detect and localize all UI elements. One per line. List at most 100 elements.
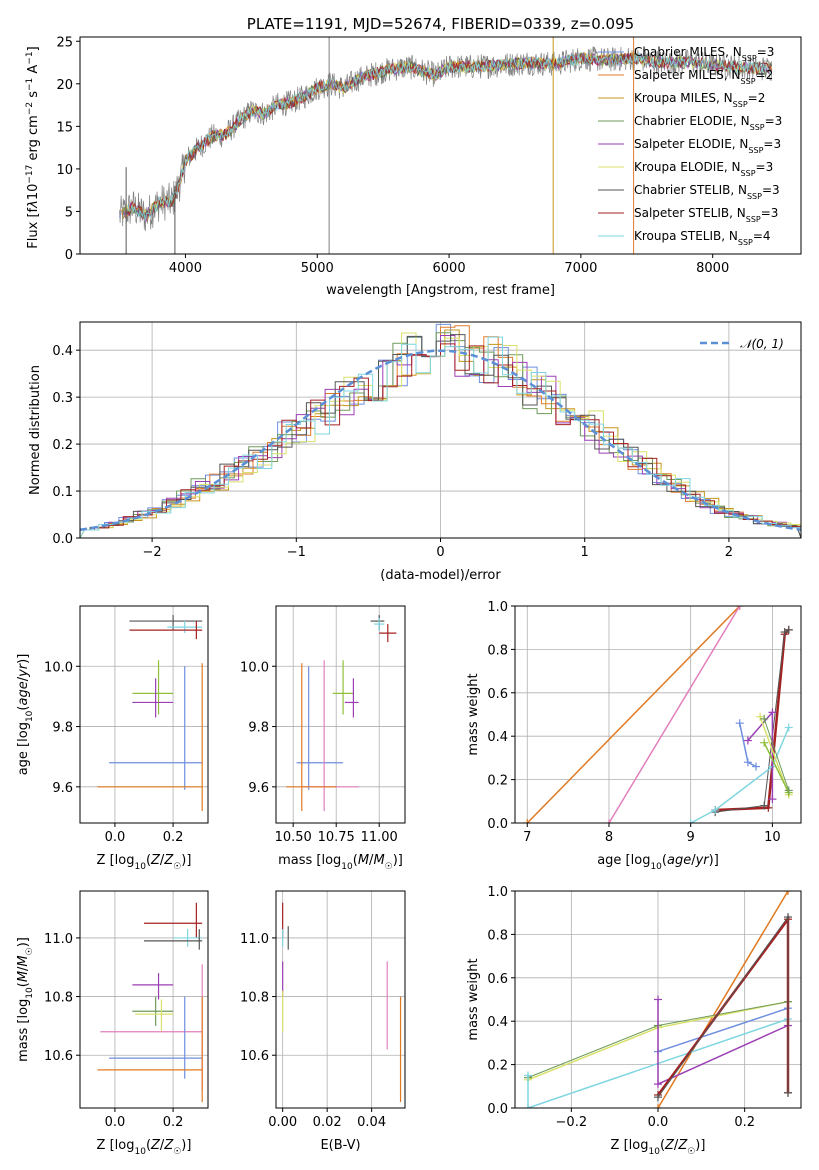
y-tick: 0.2	[52, 438, 80, 453]
weight-line	[763, 718, 790, 791]
error-bar-point	[135, 999, 174, 1032]
x-tick-label: 0.2	[734, 1115, 755, 1130]
residual-histogram-panel: −2 −1 0 1 2 0.0 0.1 0.2 0.3 0.4 (data-model)/error…	[28, 321, 802, 583]
plot-area	[524, 891, 792, 1108]
chart-title: PLATE=1191, MJD=52674, FIBERID=0339, z=0…	[247, 15, 634, 33]
age-vs-mass-panel: 10.50 10.75 11.00 9.6 9.8 10.0 mass [log10(M/M…	[240, 605, 406, 872]
plus-marker	[524, 1071, 532, 1080]
error-bar-point	[132, 996, 174, 1026]
histogram-kroupa-stelib	[80, 336, 801, 538]
error-bar-point	[301, 660, 359, 811]
x-tick: 6000	[433, 254, 466, 276]
y-tick-label: 0.2	[52, 438, 73, 453]
y-tick: 10.6	[240, 1049, 276, 1064]
x-tick-label: 0	[436, 545, 444, 560]
plus-marker	[764, 803, 773, 812]
x-tick: 0.2	[734, 1108, 755, 1130]
y-tick: 25	[56, 35, 80, 50]
y-axis-label: Flux [fλ10−17 erg cm−2 s−1 A−1]	[25, 46, 41, 248]
error-bar-point	[109, 996, 203, 1079]
y-tick-label: 15	[56, 120, 73, 135]
x-tick: 10.75	[318, 823, 355, 845]
y-tick-label: 9.8	[52, 721, 73, 736]
x-tick: 0.2	[163, 823, 183, 845]
y-tick: 0.6	[487, 972, 515, 987]
x-tick-label: 10	[764, 830, 781, 845]
y-tick-label: 0.4	[487, 730, 508, 745]
error-bar-point	[344, 678, 359, 718]
plus-marker	[756, 712, 765, 721]
y-tick: 0.0	[52, 532, 80, 547]
axes-frame	[275, 890, 406, 1109]
plus-marker	[735, 606, 744, 610]
x-tick-label: 6000	[433, 261, 466, 276]
y-tick: 11.0	[44, 932, 80, 947]
y-tick: 9.6	[248, 781, 276, 796]
plus-marker	[711, 805, 720, 814]
y-tick: 0.4	[52, 344, 80, 359]
x-tick: 0.0	[648, 1108, 668, 1130]
y-tick-label: 10.0	[240, 660, 269, 675]
y-axis-label: mass weight	[466, 958, 481, 1040]
x-axis-label: mass [log10(M/M☉)]	[278, 853, 403, 872]
x-axis-label: Z [log10(Z/Z☉)]	[611, 1138, 706, 1157]
x-axis-label: Z [log10(Z/Z☉)]	[97, 1138, 192, 1157]
y-tick: 0	[65, 248, 80, 263]
y-tick-label: 9.6	[52, 781, 73, 796]
model-spectrum-kroupa-stelib	[127, 51, 772, 221]
y-tick-label: 0	[65, 248, 73, 263]
y-tick-label: 0.2	[487, 774, 508, 789]
y-axis-label: age [log10(age/yr)]	[16, 654, 35, 776]
y-tick: 9.8	[248, 721, 276, 736]
x-tick-label: 5000	[301, 261, 334, 276]
plus-marker	[784, 891, 792, 895]
y-tick-label: 10	[56, 163, 73, 178]
error-bar-point	[296, 666, 344, 790]
legend: 𝒩(0, 1)	[700, 337, 784, 351]
plot-area	[523, 606, 793, 823]
plus-marker	[760, 714, 769, 723]
plot-area	[282, 902, 402, 1103]
y-tick-label: 9.6	[248, 781, 269, 796]
axes-frame	[275, 605, 406, 824]
y-tick: 10.8	[240, 991, 276, 1006]
error-bar-point	[374, 618, 385, 631]
x-tick: −1	[287, 538, 306, 560]
axes-frame	[79, 605, 209, 824]
legend-label: Kroupa MILES, NSSP=2	[634, 91, 765, 109]
weights-vs-age-panel: 7 8 9 10 0.0 0.2 0.4 0.6 0.8 1.0 age [log10(age/yr…	[466, 600, 802, 872]
y-tick: 0.0	[487, 817, 515, 832]
plus-marker	[654, 1093, 662, 1102]
y-tick-label: 0.4	[52, 344, 73, 359]
mass-vs-metallicity-panel: 0.0 0.2 10.6 10.8 11.0 Z [log10(Z/Z☉)] mass [l…	[16, 890, 209, 1157]
mass-vs-ebv-panel: 0.00 0.02 0.04 10.6 10.8 11.0 E(B-V)	[240, 890, 406, 1153]
x-tick: 0.04	[357, 1108, 386, 1130]
plot-area	[80, 323, 801, 538]
plus-marker	[784, 1088, 792, 1097]
legend-label: Salpeter STELIB, NSSP=3	[634, 206, 778, 224]
plus-marker	[743, 758, 752, 767]
x-tick-label: 7000	[564, 261, 597, 276]
x-tick-label: 0.0	[105, 1115, 126, 1130]
weight-line	[527, 1018, 789, 1108]
y-tick: 0.3	[52, 391, 80, 406]
x-tick-label: 8000	[696, 261, 729, 276]
x-tick: 0.02	[313, 1108, 342, 1130]
y-tick-label: 0.6	[487, 972, 508, 987]
legend-label: Kroupa ELODIE, NSSP=3	[634, 160, 773, 178]
y-axis-label: mass weight	[466, 673, 481, 755]
y-tick: 0.2	[487, 1059, 515, 1074]
y-tick-label: 10.0	[44, 660, 73, 675]
x-axis-label: wavelength [Angstrom, rest frame]	[326, 283, 555, 298]
x-tick-label: −1	[287, 545, 306, 560]
error-bar-point	[286, 663, 337, 811]
weight-line	[526, 606, 741, 823]
x-tick-label: 0.00	[268, 1115, 297, 1130]
y-axis-label: mass [log10(M/M☉)]	[16, 937, 35, 1062]
x-tick: 0	[436, 538, 445, 560]
legend: Chabrier MILES, NSSP=3 Salpeter MILES, NS…	[598, 45, 782, 247]
x-tick: 4000	[169, 254, 202, 276]
y-tick-label: 1.0	[487, 600, 508, 615]
x-tick: 9	[687, 823, 695, 845]
histogram-chabrier-stelib	[80, 334, 801, 538]
